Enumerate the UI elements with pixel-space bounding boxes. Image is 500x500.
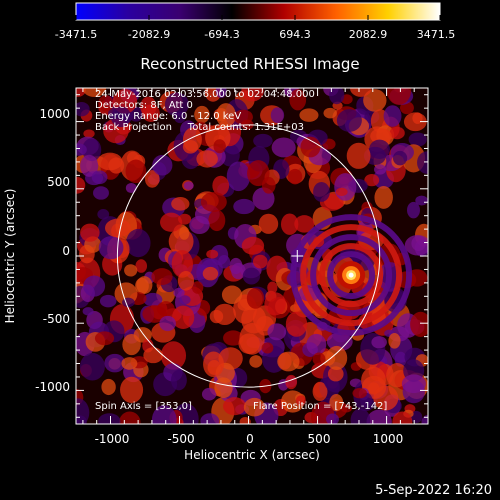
info-detectors: Detectors: 8F, Att 0 [95, 100, 193, 111]
info-flare-position: Flare Position = [743,-142] [253, 401, 387, 412]
back-projection-image [76, 88, 428, 424]
colorbar-tick-label-1: -2082.9 [128, 28, 170, 41]
y-tick-label-0: 1000 [39, 107, 70, 121]
colorbar-tick-label-5: 3471.5 [417, 28, 456, 41]
x-tick-label-1: -500 [167, 432, 194, 446]
y-tick-label-2: 0 [62, 244, 70, 258]
x-axis-title: Heliocentric X (arcsec) [184, 448, 320, 462]
spin-axis-marker [291, 250, 304, 262]
colorbar-tick-label-3: 694.3 [279, 28, 311, 41]
info-spin-axis: Spin Axis = [353,0] [95, 401, 192, 412]
x-tick-label-0: -1000 [95, 432, 130, 446]
colorbar-tick-label-4: 2082.9 [349, 28, 388, 41]
colorbar-strip [75, 2, 441, 21]
y-tick-label-3: -500 [43, 312, 70, 326]
colorbar-tick-marks [75, 15, 441, 20]
y-tick-label-1: 500 [47, 175, 70, 189]
colorbar-tick-label-0: -3471.5 [55, 28, 97, 41]
y-axis-title: Heliocentric Y (arcsec) [3, 189, 17, 324]
image-area [76, 88, 428, 424]
solar-limb-circle [116, 124, 381, 388]
plot-title: Reconstructed RHESSI Image [140, 55, 359, 73]
y-tick-label-4: -1000 [35, 380, 70, 394]
plot-frame [75, 87, 429, 425]
colorbar: -3471.5 -2082.9 -694.3 694.3 2082.9 3471… [55, 2, 456, 41]
footer-timestamp: 5-Sep-2022 16:20 [375, 483, 492, 498]
info-method-counts: Back Projection Total counts: 1.31E+03 [95, 122, 304, 133]
x-tick-label-4: 1000 [373, 432, 404, 446]
info-time-range: 24-May-2016 02:03:56.000 to 02:04:48.000 [95, 89, 315, 100]
x-tick-label-3: 500 [308, 432, 331, 446]
info-energy-range: Energy Range: 6.0 - 12.0 keV [95, 111, 241, 122]
colorbar-tick-label-2: -694.3 [204, 28, 239, 41]
observation-info: 24-May-2016 02:03:56.000 to 02:04:48.000… [95, 89, 387, 412]
x-tick-label-2: 0 [246, 432, 254, 446]
